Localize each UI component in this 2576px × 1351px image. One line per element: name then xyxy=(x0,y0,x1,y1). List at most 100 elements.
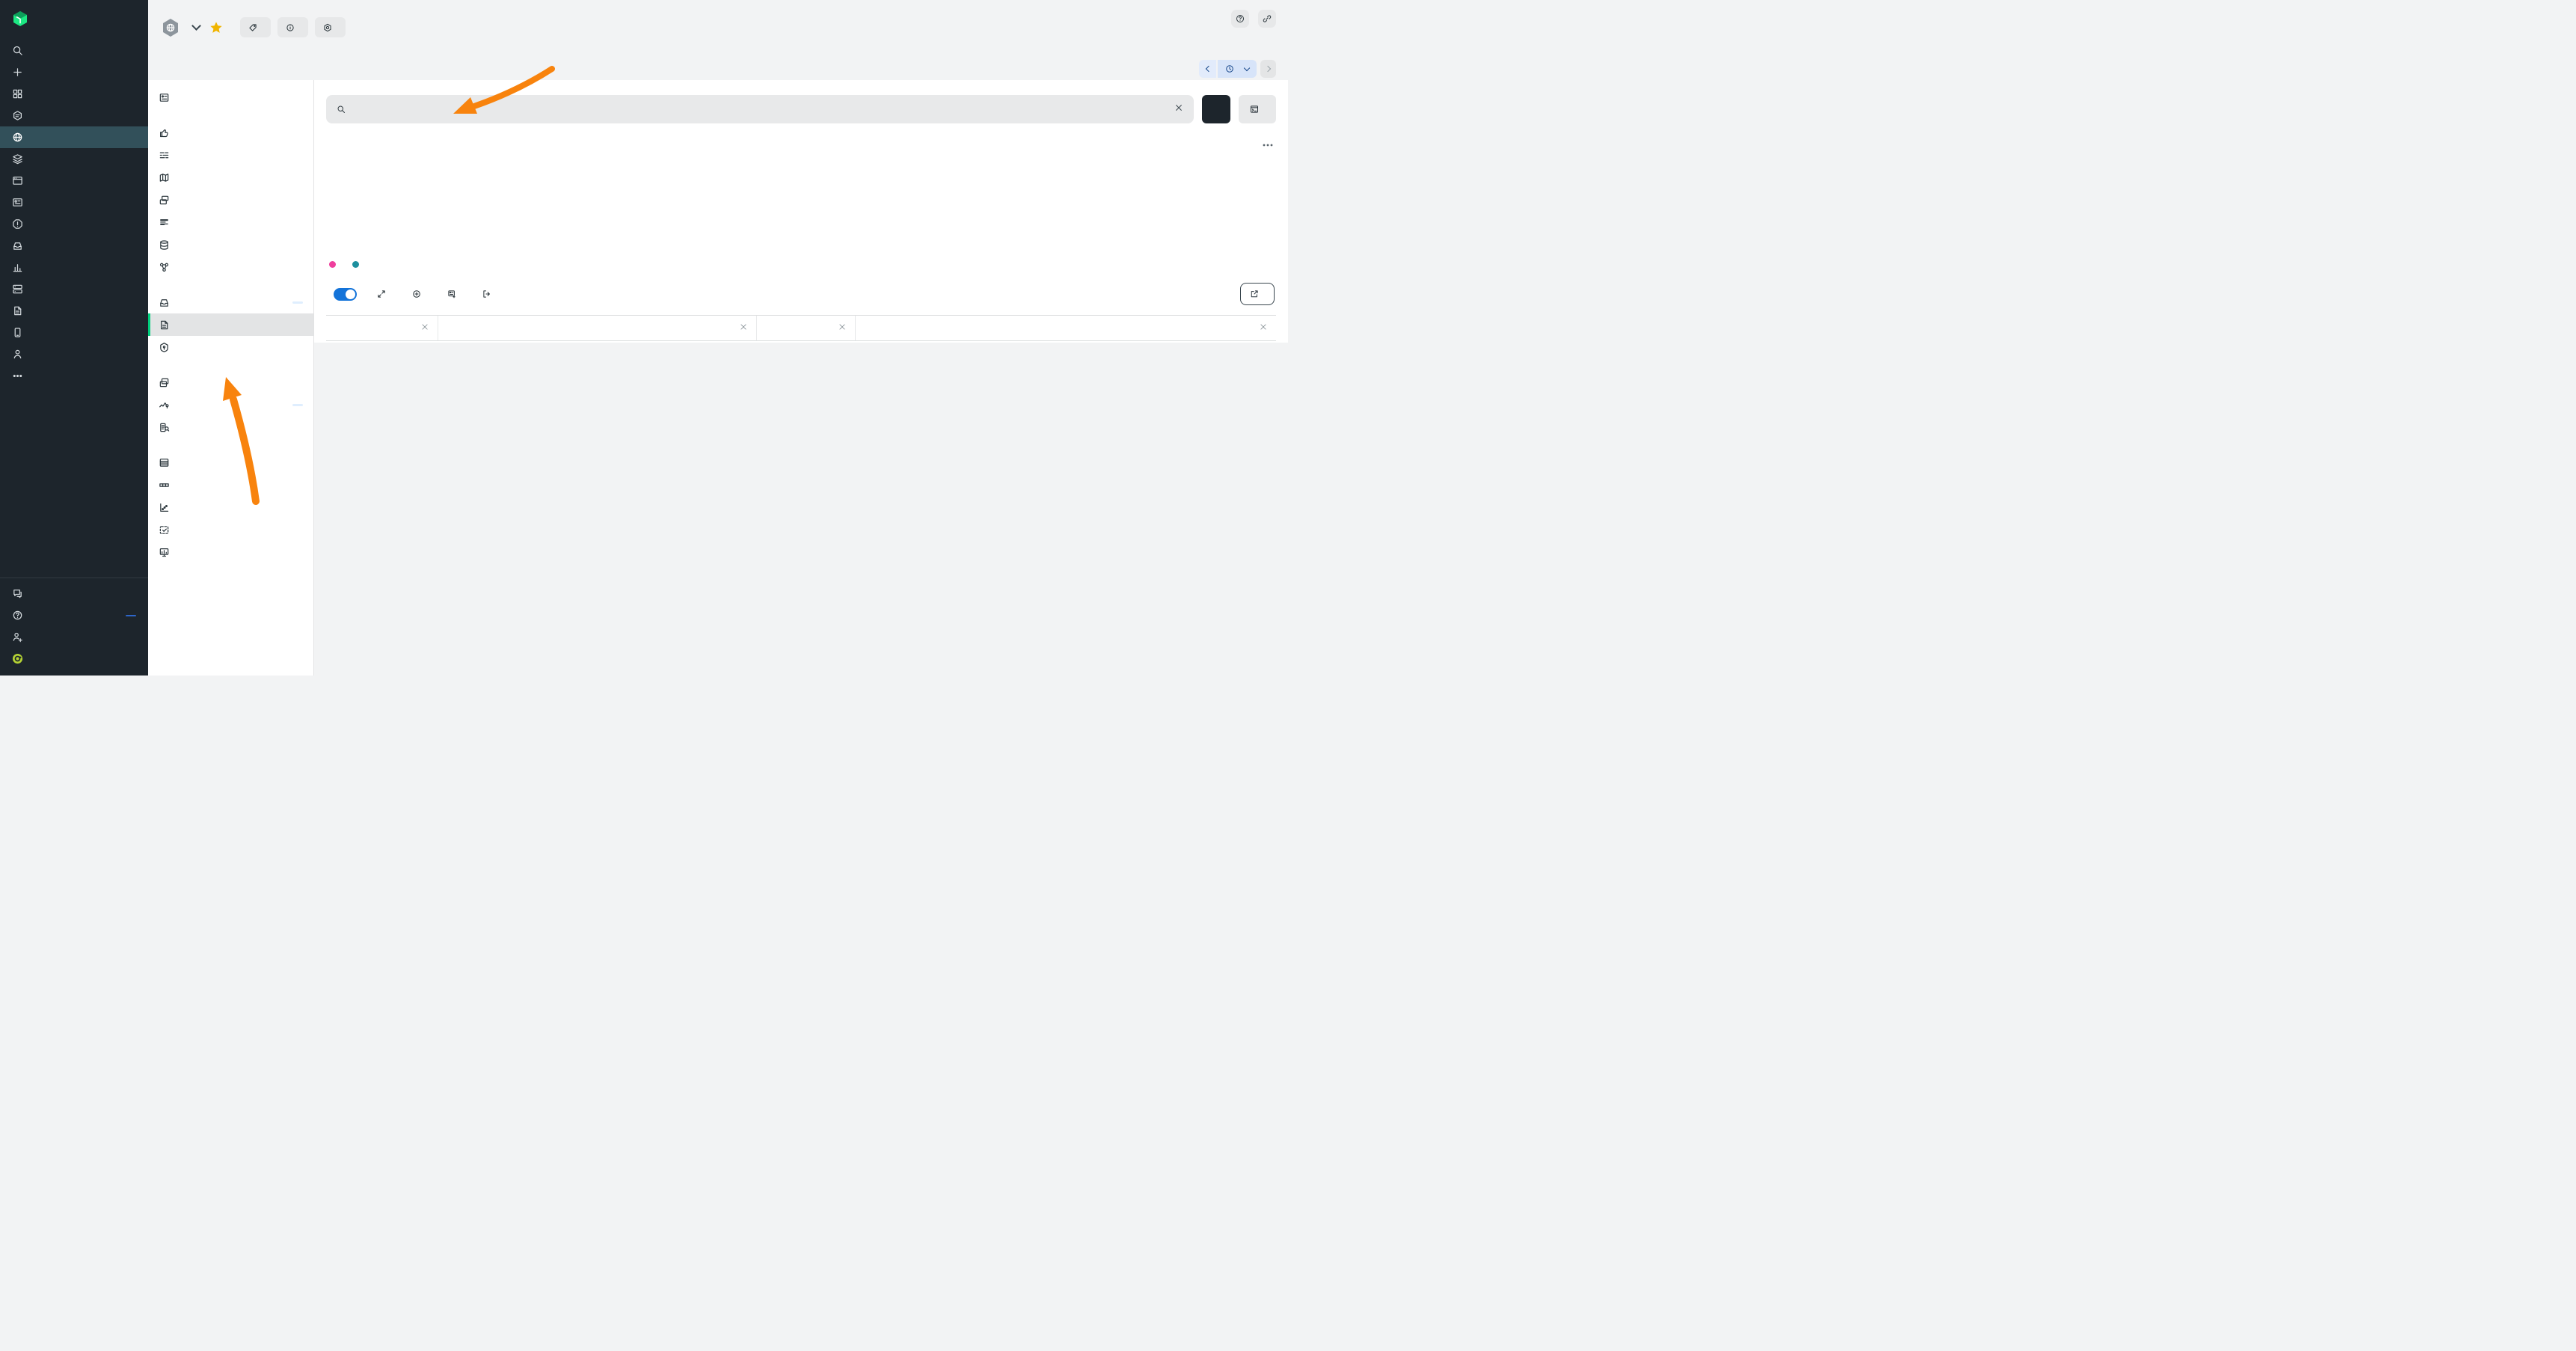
subnav-item-scalability[interactable] xyxy=(148,496,313,518)
nodes-icon xyxy=(159,263,169,272)
nav-item-metrics-events[interactable] xyxy=(0,257,148,278)
phone-icon xyxy=(14,328,21,337)
subnav-item-logs[interactable] xyxy=(148,313,313,336)
nav-item-add-user[interactable] xyxy=(0,626,148,648)
globe-icon xyxy=(13,132,22,142)
subnav-item-service-map[interactable] xyxy=(148,166,313,189)
metadata-button[interactable] xyxy=(277,17,308,37)
search-input[interactable] xyxy=(326,95,1194,123)
nav-item-synthetic-monitoring[interactable] xyxy=(0,343,148,365)
nav-item-logs[interactable] xyxy=(0,300,148,322)
subnav-item-capacity[interactable] xyxy=(148,518,313,541)
nav-item-quick-find[interactable] xyxy=(0,40,148,61)
subnav-item-recommendations[interactable] xyxy=(148,121,313,144)
nav-item-add-data[interactable] xyxy=(0,61,148,83)
nrql-button[interactable] xyxy=(1239,95,1276,123)
nav-item-infrastructure[interactable] xyxy=(0,278,148,300)
nav-item-dashboards[interactable] xyxy=(0,192,148,213)
subnav-item-summary[interactable] xyxy=(148,86,313,108)
remove-column-icon[interactable] xyxy=(832,323,846,333)
expand-logs-toggle[interactable] xyxy=(328,287,357,301)
nav-item-browser[interactable] xyxy=(0,170,148,192)
chart-options-kebab-icon[interactable] xyxy=(1261,140,1275,154)
workloads-button[interactable] xyxy=(315,17,346,37)
terminal-icon xyxy=(1251,105,1258,113)
legend-errors[interactable] xyxy=(329,261,340,268)
link-icon xyxy=(1263,15,1272,22)
remove-column-icon[interactable] xyxy=(734,323,747,333)
nav-item-alerts-ai[interactable] xyxy=(0,213,148,235)
subnav-item-dependencies[interactable] xyxy=(148,189,313,211)
clear-search-icon[interactable] xyxy=(1174,102,1183,116)
subnav-item-issues-activity[interactable] xyxy=(148,371,313,393)
help-button[interactable] xyxy=(1231,10,1249,28)
entity-chevron-down-icon[interactable] xyxy=(191,21,201,31)
chart-legend xyxy=(329,261,1276,268)
subnav-item-deployments[interactable] xyxy=(148,393,313,416)
copy-link-button[interactable] xyxy=(1258,10,1276,28)
legend-all-logs[interactable] xyxy=(352,261,364,268)
sidebar-footer xyxy=(0,578,148,676)
page-region xyxy=(148,0,1288,676)
time-back-button[interactable] xyxy=(1199,60,1216,78)
subnav-item-vulnerability-management[interactable] xyxy=(148,336,313,358)
info-icon xyxy=(286,23,294,31)
column-header-timestamp[interactable] xyxy=(326,316,438,340)
remove-column-icon[interactable] xyxy=(1254,323,1267,333)
subnav-item-distributed-tracing[interactable] xyxy=(148,144,313,166)
add-column-button[interactable] xyxy=(412,290,427,298)
column-header-event[interactable] xyxy=(438,316,757,340)
nav-item-help[interactable] xyxy=(0,604,148,626)
subnav-item-databases[interactable] xyxy=(148,233,313,256)
database-icon xyxy=(160,239,168,250)
column-header-label[interactable] xyxy=(757,316,856,340)
subnav-item-sla[interactable] xyxy=(148,451,313,474)
help-count-badge xyxy=(126,614,136,616)
remove-column-icon[interactable] xyxy=(415,323,429,333)
subnav-item-thread-profiler[interactable] xyxy=(148,416,313,438)
time-range-button[interactable] xyxy=(1218,60,1257,78)
account-avatar-icon xyxy=(12,653,23,664)
clock-icon xyxy=(1226,65,1233,73)
nav-item-apm-services[interactable] xyxy=(0,126,148,148)
nav-item-mobile[interactable] xyxy=(0,322,148,343)
plus-circle-icon xyxy=(413,290,420,298)
speech-bubble-icon xyxy=(13,589,22,598)
nav-item-all-capabilities[interactable] xyxy=(0,83,148,105)
subnav-item-performance[interactable] xyxy=(148,541,313,563)
toggle-on-icon[interactable] xyxy=(334,287,357,301)
subnav-item-service-levels[interactable] xyxy=(148,474,313,496)
subnav-item-errors-inbox[interactable] xyxy=(148,291,313,313)
add-to-dashboard-button[interactable] xyxy=(447,290,462,298)
query-logs-button[interactable] xyxy=(1202,95,1230,123)
export-button[interactable] xyxy=(482,290,497,298)
nav-item-errors-inbox[interactable] xyxy=(0,235,148,257)
tags-button[interactable] xyxy=(240,17,271,37)
nav-item-apps[interactable] xyxy=(0,148,148,170)
time-forward-button[interactable] xyxy=(1260,60,1276,78)
bar-chart-icon xyxy=(13,264,22,272)
scatter-icon xyxy=(160,503,169,512)
new-badge xyxy=(292,301,303,304)
nav-item-more[interactable] xyxy=(0,365,148,387)
open-in-logs-button[interactable] xyxy=(1240,283,1275,305)
stacked-cards-icon xyxy=(159,195,169,204)
alert-octagon-icon xyxy=(13,219,22,229)
dashboard-plus-icon xyxy=(448,290,456,298)
search-icon xyxy=(337,105,345,113)
doc-search-icon xyxy=(160,423,170,432)
document-icon xyxy=(161,320,168,329)
subnav-item-external-services[interactable] xyxy=(148,256,313,278)
entity-actions xyxy=(240,17,346,37)
page-header xyxy=(148,0,1288,80)
nav-item-account[interactable] xyxy=(0,648,148,670)
favorite-star-icon[interactable] xyxy=(209,21,223,34)
nav-item-all-entities[interactable] xyxy=(0,105,148,126)
servers-icon xyxy=(13,284,22,294)
tag-icon xyxy=(249,23,257,31)
column-header-request-client-ip[interactable] xyxy=(856,316,1276,340)
subnav-item-transactions[interactable] xyxy=(148,211,313,233)
expand-table-button[interactable] xyxy=(377,290,392,298)
nav-item-discussions[interactable] xyxy=(0,583,148,604)
new-relic-logo[interactable] xyxy=(0,0,148,40)
